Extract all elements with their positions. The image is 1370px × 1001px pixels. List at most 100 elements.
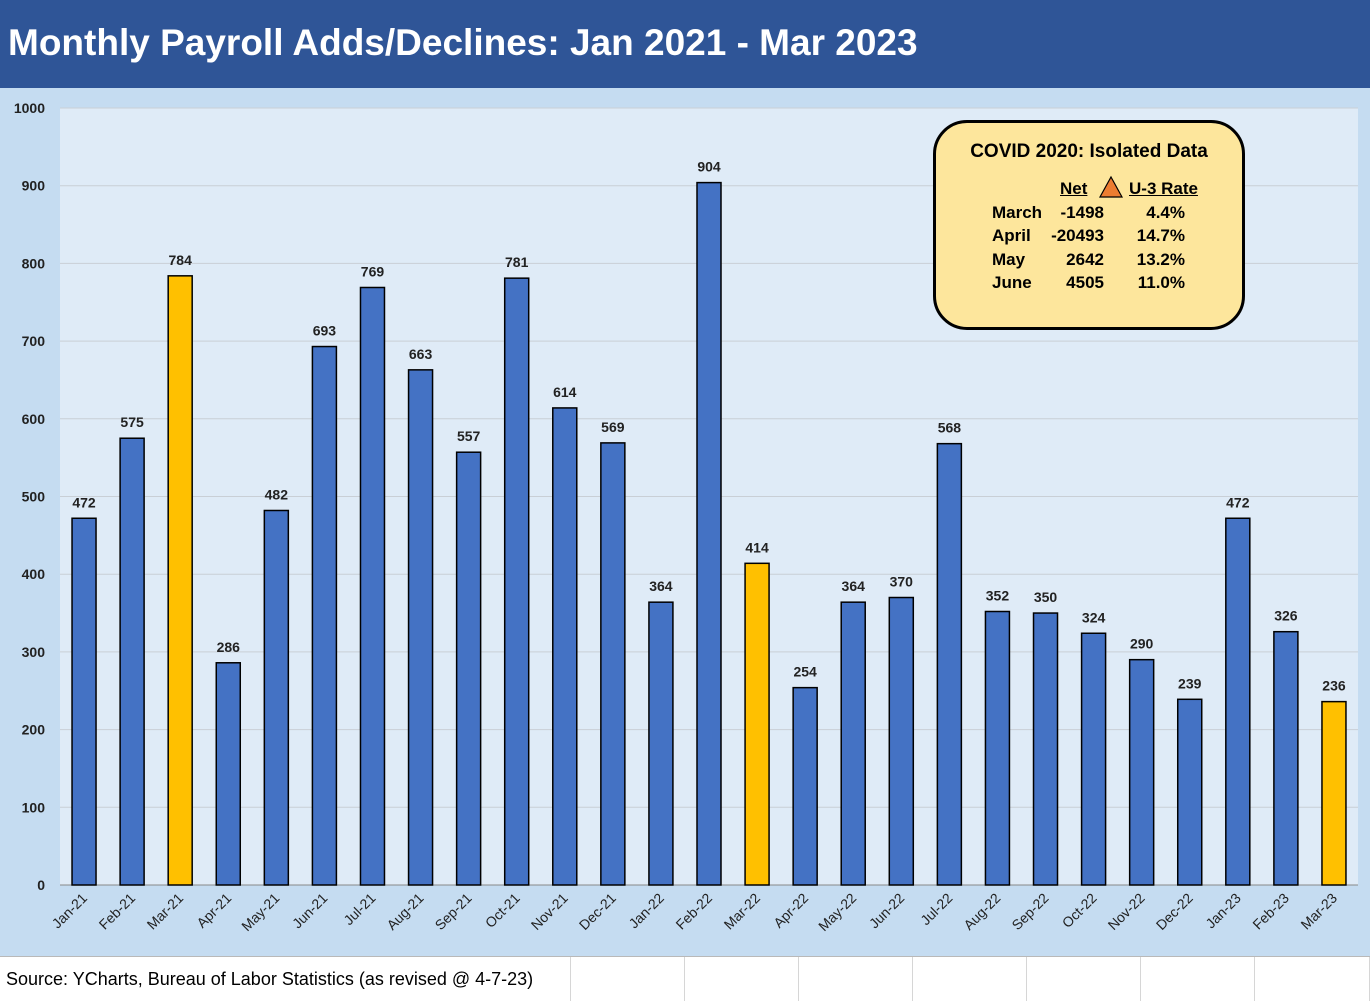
title-bar: Monthly Payroll Adds/Declines: Jan 2021 … bbox=[0, 0, 1370, 88]
y-tick-label: 0 bbox=[37, 877, 45, 893]
data-label: 568 bbox=[938, 420, 962, 436]
bar bbox=[1225, 517, 1251, 886]
bar bbox=[744, 562, 770, 886]
x-tick-label: Aug-22 bbox=[960, 890, 1003, 933]
x-tick-label: Jul-21 bbox=[340, 890, 378, 928]
bar bbox=[1080, 632, 1107, 886]
covid-box-title: COVID 2020: Isolated Data bbox=[970, 141, 1208, 162]
data-label: 557 bbox=[457, 428, 481, 444]
footer: Source: YCharts, Bureau of Labor Statist… bbox=[0, 956, 1370, 1001]
covid-row-june: June 4505 11.0% bbox=[936, 273, 1242, 297]
data-label: 352 bbox=[986, 587, 1010, 603]
data-label: 254 bbox=[793, 664, 817, 680]
footer-cell bbox=[0, 957, 571, 1001]
covid-net: -20493 bbox=[1051, 226, 1104, 245]
bar bbox=[1321, 700, 1347, 886]
covid-row-march: March -1498 4.4% bbox=[936, 203, 1242, 227]
footer-cell bbox=[1141, 957, 1255, 1001]
covid-net: 2642 bbox=[1066, 250, 1104, 269]
covid-month: April bbox=[992, 226, 1031, 245]
bar bbox=[792, 686, 818, 886]
x-tick-label: Jan-22 bbox=[625, 890, 667, 932]
source-note: Source: YCharts, Bureau of Labor Statist… bbox=[6, 969, 534, 989]
delta-triangle-icon bbox=[1098, 175, 1124, 198]
bar bbox=[119, 437, 145, 886]
bar bbox=[167, 275, 193, 886]
x-tick-label: Sep-21 bbox=[432, 890, 475, 933]
covid-data-box: COVID 2020: Isolated Data Net U-3 Rate M… bbox=[933, 120, 1245, 330]
footer-cell bbox=[1027, 957, 1141, 1001]
data-label: 350 bbox=[1034, 589, 1058, 605]
data-label: 904 bbox=[697, 159, 721, 175]
bar bbox=[503, 277, 530, 886]
data-label: 236 bbox=[1322, 678, 1346, 694]
covid-month: May bbox=[992, 250, 1026, 269]
x-tick-label: Oct-22 bbox=[1059, 890, 1100, 931]
x-tick-label: May-22 bbox=[815, 890, 859, 934]
chart-area: 0 100 200 300 400 500 600 700 800 900 1000 472 Jan-2… bbox=[0, 88, 1370, 956]
x-tick-label: Feb-22 bbox=[672, 890, 715, 933]
bar bbox=[936, 442, 963, 886]
x-tick-label: Jun-22 bbox=[866, 890, 908, 932]
y-tick-label: 700 bbox=[22, 333, 46, 349]
covid-row-april: April -20493 14.7% bbox=[936, 226, 1242, 250]
bar bbox=[600, 442, 626, 886]
data-label: 769 bbox=[361, 263, 385, 279]
bar bbox=[311, 345, 338, 886]
x-tick-label: Mar-22 bbox=[721, 890, 764, 933]
bar bbox=[407, 369, 434, 886]
x-tick-label: Nov-21 bbox=[528, 890, 571, 933]
x-tick-label: Jul-22 bbox=[917, 890, 955, 928]
bar bbox=[263, 509, 290, 886]
bar bbox=[71, 517, 97, 886]
bar bbox=[1128, 658, 1155, 886]
x-tick-label: Jan-23 bbox=[1202, 890, 1244, 932]
y-tick-label: 300 bbox=[22, 644, 46, 660]
data-label: 784 bbox=[169, 252, 193, 268]
x-tick-label: Sep-22 bbox=[1008, 890, 1051, 933]
bar bbox=[840, 601, 866, 886]
x-tick-label: Dec-21 bbox=[576, 890, 619, 933]
data-label: 693 bbox=[313, 323, 337, 339]
bar bbox=[1032, 612, 1059, 886]
data-label: 569 bbox=[601, 419, 625, 435]
bar bbox=[552, 407, 578, 886]
data-label: 364 bbox=[842, 578, 866, 594]
x-tick-label: Aug-21 bbox=[383, 890, 426, 933]
bar bbox=[888, 596, 915, 886]
x-tick-label: Apr-22 bbox=[770, 890, 811, 931]
y-tick-label: 400 bbox=[22, 566, 46, 582]
bar bbox=[696, 181, 722, 886]
data-label: 472 bbox=[72, 494, 96, 510]
x-tick-label: Jan-21 bbox=[49, 890, 91, 932]
covid-header-net: Net bbox=[1060, 179, 1088, 198]
x-tick-label: Feb-23 bbox=[1249, 890, 1292, 933]
x-tick-label: May-21 bbox=[238, 890, 282, 934]
bar bbox=[984, 610, 1011, 886]
bar bbox=[648, 601, 674, 886]
bar bbox=[1273, 630, 1299, 886]
covid-rate: 4.4% bbox=[1146, 203, 1185, 222]
y-tick-label: 900 bbox=[22, 178, 46, 194]
x-tick-label: Feb-21 bbox=[96, 890, 139, 933]
data-label: 239 bbox=[1178, 675, 1202, 691]
y-tick-label: 100 bbox=[22, 799, 46, 815]
footer-cell bbox=[571, 957, 685, 1001]
data-label: 286 bbox=[217, 639, 241, 655]
footer-cell bbox=[913, 957, 1027, 1001]
covid-month: June bbox=[992, 273, 1032, 292]
covid-rate: 11.0% bbox=[1137, 273, 1185, 292]
x-tick-label: Nov-22 bbox=[1105, 890, 1148, 933]
x-tick-label: Jun-21 bbox=[289, 890, 331, 932]
data-label: 482 bbox=[265, 486, 289, 502]
data-label: 364 bbox=[649, 578, 673, 594]
bar bbox=[1176, 698, 1203, 886]
covid-net: 4505 bbox=[1066, 273, 1104, 292]
covid-month: March bbox=[992, 203, 1043, 222]
x-tick-label: Mar-23 bbox=[1297, 890, 1340, 933]
covid-header-rate: U-3 Rate bbox=[1129, 179, 1198, 198]
covid-row-may: May 2642 13.2% bbox=[936, 250, 1242, 274]
y-tick-label: 800 bbox=[22, 255, 46, 271]
bar bbox=[359, 286, 386, 886]
data-label: 290 bbox=[1130, 636, 1154, 652]
